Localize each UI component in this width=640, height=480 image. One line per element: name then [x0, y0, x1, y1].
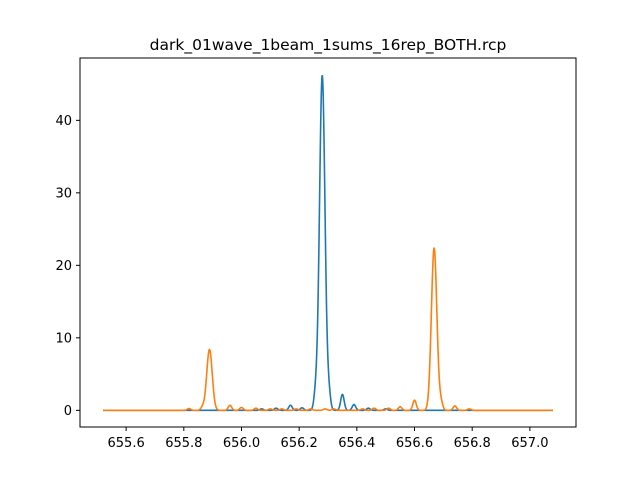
plot-area-frame: [79, 57, 577, 428]
y-axis: 0 10 20 30 40: [55, 114, 80, 419]
x-tick-label: 656.4: [338, 436, 375, 451]
y-tick-label: 30: [55, 186, 72, 201]
y-tick-label: 20: [55, 259, 72, 274]
x-tick-label: 656.6: [396, 436, 433, 451]
series-line-1: [102, 75, 554, 412]
y-tick-label: 10: [55, 331, 72, 346]
chart-title: dark_01wave_1beam_1sums_16rep_BOTH.rcp: [150, 36, 507, 55]
y-tick-label: 40: [55, 114, 72, 129]
y-tick-label: 0: [64, 404, 72, 419]
x-axis: 655.6 655.8 656.0 656.2 656.4 656.6 656.8 657.0: [108, 427, 548, 451]
x-tick-label: 655.8: [165, 436, 202, 451]
x-tick-label: 657.0: [511, 436, 548, 451]
x-tick-label: 656.2: [281, 436, 318, 451]
x-tick-label: 656.0: [223, 436, 260, 451]
series-line-2: [102, 247, 554, 412]
x-tick-label: 655.6: [108, 436, 145, 451]
series-layer: [102, 75, 554, 412]
x-tick-label: 656.8: [454, 436, 491, 451]
